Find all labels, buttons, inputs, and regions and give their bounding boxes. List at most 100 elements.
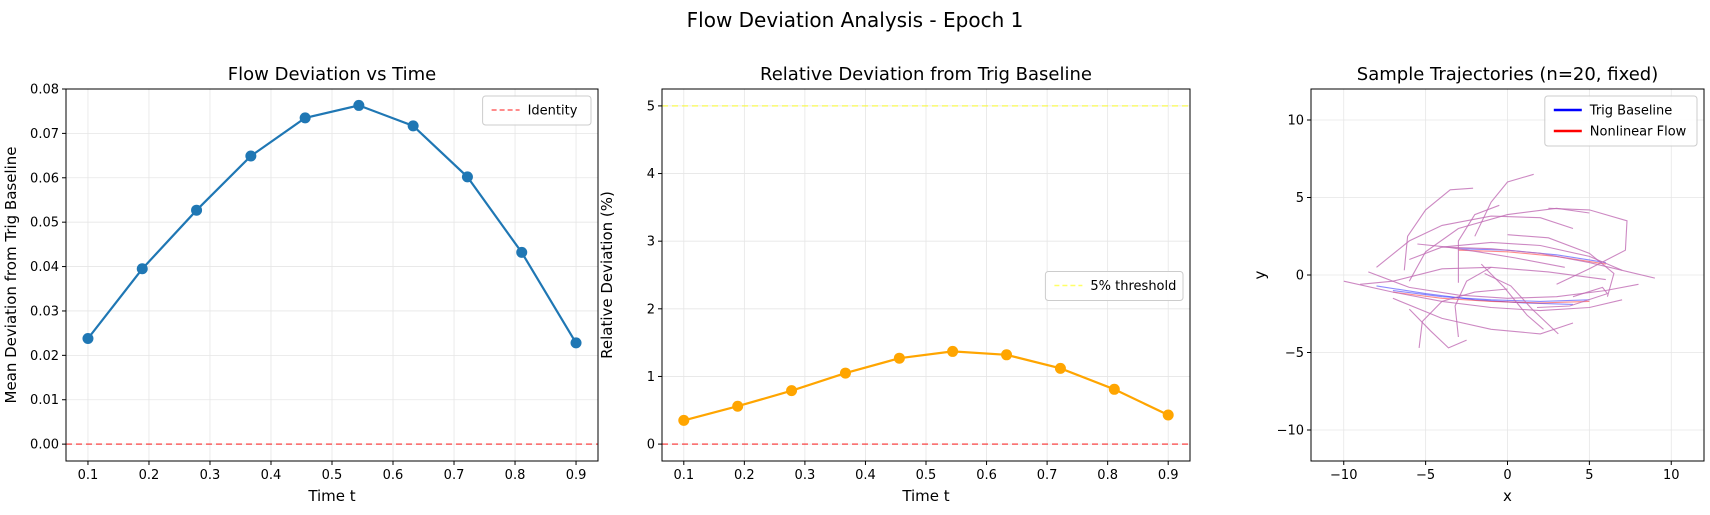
trajectory: [1376, 215, 1574, 268]
y-tick-label: 0.04: [30, 260, 59, 275]
trajectory: [1417, 243, 1565, 268]
legend: Identity: [482, 95, 592, 126]
trajectory: [1480, 263, 1544, 330]
x-tick-label: 0.1: [673, 468, 694, 483]
data-point: [570, 337, 582, 349]
data-point: [353, 99, 365, 111]
y-tick-label: 1: [647, 370, 655, 385]
trajectory: [1484, 273, 1559, 335]
y-tick-label: 2: [647, 302, 655, 317]
plot-area: [1343, 173, 1656, 349]
trajectory: [1474, 173, 1534, 237]
trajectory: [1454, 266, 1492, 338]
x-tick-label: 0.5: [322, 468, 343, 483]
y-tick-label: 10: [1287, 114, 1304, 129]
x-tick-label: 0.1: [78, 468, 99, 483]
trajectory: [1441, 246, 1656, 279]
data-point: [1054, 362, 1066, 374]
trajectory: [1392, 291, 1590, 304]
chart-2: 0.1 0.2 0.3 0.4 0.5 0.6 0.7 0.8 0.9 0 1 2 3 4 5 Relativ…: [598, 64, 1191, 505]
series-line: [87, 104, 577, 344]
data-point: [245, 150, 257, 162]
x-tick-label: 0.9: [566, 468, 587, 483]
x-tick-label: 0.8: [505, 468, 526, 483]
y-tick-label: −5: [1285, 346, 1304, 361]
y-tick-label: 5: [647, 99, 655, 114]
y-tick-label: 3: [647, 235, 655, 250]
data-point: [893, 352, 905, 364]
trajectory: [1392, 297, 1574, 335]
data-point: [1001, 349, 1013, 361]
data-point: [191, 204, 203, 216]
trajectory: [1403, 187, 1474, 271]
x-tick-label: 0.9: [1158, 468, 1179, 483]
y-axis-label: Mean Deviation from Trig Baseline: [2, 146, 20, 403]
x-tick-label: 0.4: [855, 468, 876, 483]
y-tick-label: 0.08: [30, 83, 59, 98]
x-tick-label: −5: [1416, 468, 1435, 483]
trajectory: [1392, 289, 1590, 302]
x-tick-label: −10: [1330, 468, 1357, 483]
data-point: [1162, 409, 1174, 421]
trajectory: [1368, 271, 1639, 299]
legend-label: Identity: [528, 104, 578, 119]
y-tick-label: 0.00: [30, 438, 59, 453]
x-axis-label: Time t: [307, 487, 355, 505]
x-axis-label: x: [1503, 487, 1512, 505]
chart-3: −10 −5 0 5 10 −10 −5 0 5 10 Sample Trajectories (n…: [1251, 64, 1705, 505]
trajectory: [1458, 249, 1606, 265]
chart-1: 0.1 0.2 0.3 0.4 0.5 0.6 0.7 0.8 0.9 0.00 0.01 0.02 0…: [2, 64, 599, 505]
y-tick-label: 5: [1296, 191, 1304, 206]
y-tick-label: 0.02: [30, 349, 59, 364]
figure-suptitle: Flow Deviation Analysis - Epoch 1: [687, 8, 1024, 32]
x-tick-label: 0.5: [916, 468, 937, 483]
trajectory: [1548, 207, 1628, 285]
legend: Trig Baseline Nonlinear Flow: [1544, 95, 1698, 147]
x-tick-label: 0.3: [795, 468, 816, 483]
legend-box: [482, 95, 592, 126]
x-tick-label: 0.3: [200, 468, 221, 483]
trajectory: [1409, 241, 1623, 271]
chart-panels: 0.1 0.2 0.3 0.4 0.5 0.6 0.7 0.8 0.9 0.00 0.01 0.02 0…: [2, 64, 1705, 505]
chart-title: Flow Deviation vs Time: [228, 64, 436, 85]
data-point: [839, 367, 851, 379]
x-tick-label: 0: [1503, 468, 1511, 483]
data-point: [786, 385, 798, 397]
y-tick-label: 4: [647, 167, 655, 182]
trajectory: [1418, 288, 1508, 348]
grid: [66, 88, 598, 461]
x-tick-label: 0.6: [976, 468, 997, 483]
y-tick-label: 0.07: [30, 127, 59, 142]
trajectory: [1376, 285, 1574, 305]
data-point: [82, 332, 94, 344]
legend-label: Trig Baseline: [1589, 104, 1673, 119]
data-point: [407, 120, 419, 132]
y-tick-label: 0: [1296, 269, 1304, 284]
chart-title: Sample Trajectories (n=20, fixed): [1357, 64, 1658, 85]
y-tick-label: 0.06: [30, 171, 59, 186]
data-point: [1108, 383, 1120, 395]
legend-box: [1544, 95, 1698, 147]
trajectory: [1408, 308, 1467, 349]
x-tick-label: 0.6: [383, 468, 404, 483]
grid: [1311, 89, 1704, 461]
legend: 5% threshold: [1044, 271, 1184, 301]
y-tick-label: −10: [1277, 424, 1304, 439]
x-tick-label: 0.8: [1097, 468, 1118, 483]
series-line: [683, 350, 1169, 422]
x-tick-label: 0.2: [734, 468, 755, 483]
x-tick-label: 0.7: [444, 468, 465, 483]
legend-label: Nonlinear Flow: [1590, 125, 1687, 140]
chart-title: Relative Deviation from Trig Baseline: [760, 64, 1092, 85]
x-tick-label: 0.2: [139, 468, 160, 483]
x-tick-label: 5: [1585, 468, 1593, 483]
x-tick-label: 0.7: [1037, 468, 1058, 483]
data-point: [516, 246, 528, 258]
legend-label: 5% threshold: [1090, 279, 1176, 294]
y-axis-label: y: [1251, 270, 1269, 279]
y-tick-label: 0.03: [30, 304, 59, 319]
y-tick-label: 0.01: [30, 393, 59, 408]
data-point: [461, 171, 473, 183]
legend-box: [1044, 271, 1184, 301]
